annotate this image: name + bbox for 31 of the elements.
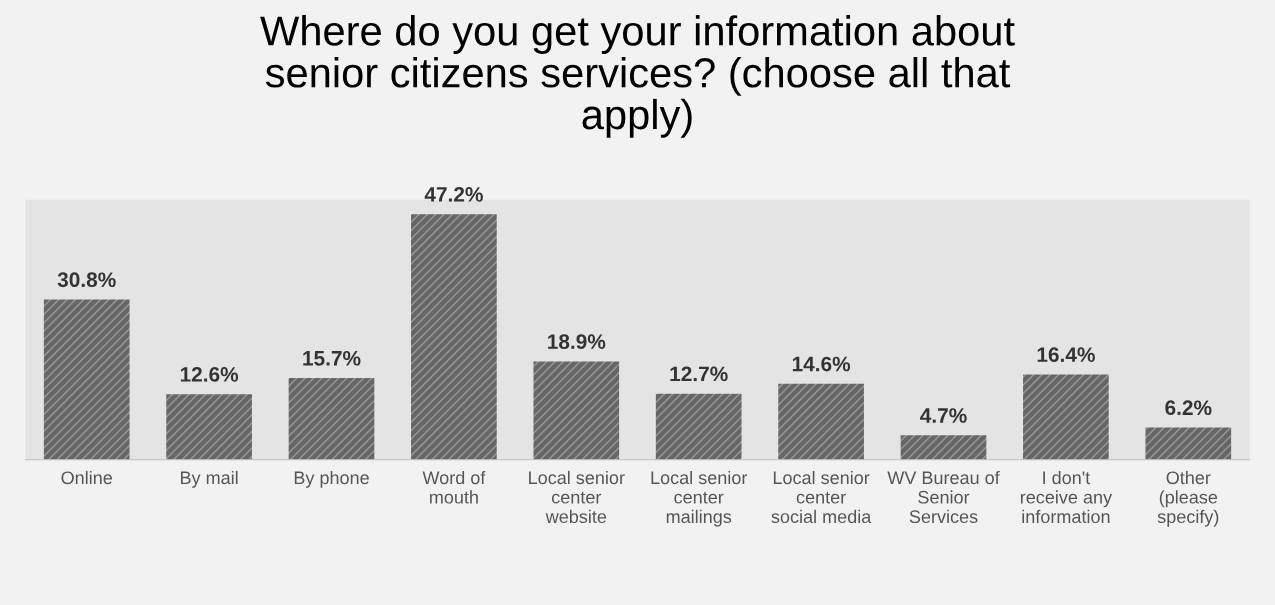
data-label: 47.2% [424, 187, 483, 202]
bar [411, 214, 497, 460]
bar [900, 435, 987, 460]
bar [43, 299, 130, 460]
data-label: 30.8% [57, 272, 116, 288]
data-label: 12.6% [180, 367, 239, 382]
x-tick-label: By mail [180, 470, 238, 488]
bar [1023, 374, 1109, 460]
x-tick-label: Online [61, 470, 112, 485]
data-label: 12.7% [670, 366, 728, 382]
data-label: 15.7% [303, 350, 361, 366]
bar [288, 378, 375, 460]
x-tick-label: Local senior center social media [771, 470, 872, 524]
x-tick-label: Word of mouth [422, 470, 486, 504]
data-label: 18.9% [548, 334, 606, 350]
bar [533, 361, 620, 460]
data-label: 6.2% [1165, 400, 1212, 416]
x-tick-label: Local senior center website [529, 470, 625, 524]
bar [778, 383, 864, 460]
bar [655, 393, 742, 460]
bar [1145, 427, 1232, 460]
x-tick-label: I don't receive any information [1020, 470, 1113, 524]
data-label: 16.4% [1037, 347, 1095, 363]
data-label: 14.6% [792, 356, 851, 372]
data-label: 4.7% [920, 408, 967, 423]
x-tick-label: Local senior center mailings [651, 470, 748, 527]
bar [166, 394, 252, 460]
chart-title: Where do you get your information about senior citizens services? (choose all that apply) [260, 15, 1015, 138]
x-tick-label: Other (please specify) [1157, 470, 1219, 527]
x-tick-label: By phone [294, 470, 369, 488]
x-tick-label: WV Bureau of Senior Services [887, 470, 1000, 524]
